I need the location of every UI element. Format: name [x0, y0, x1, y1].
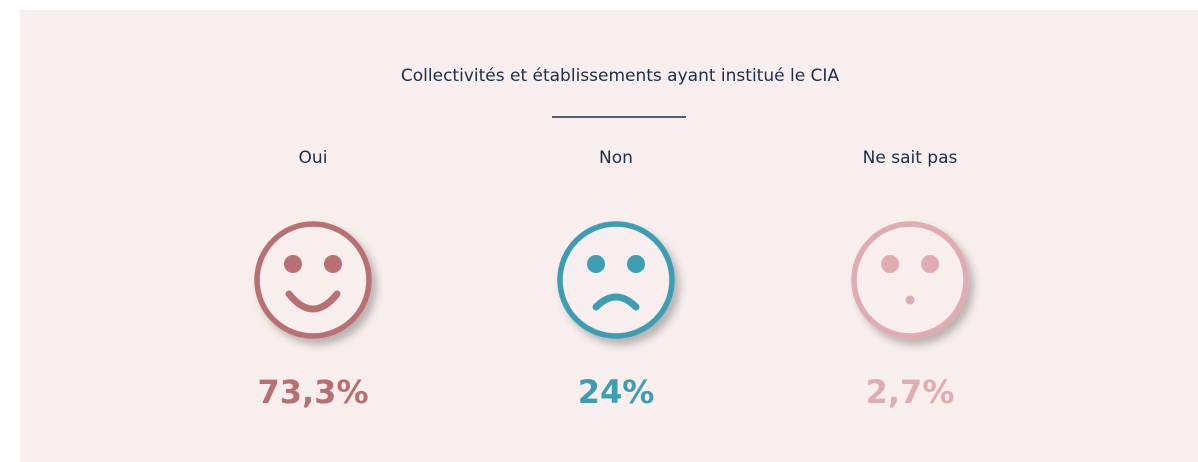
face-icon: [557, 221, 675, 339]
face-icon: [851, 221, 969, 339]
eye: [881, 255, 899, 273]
face-outline: [557, 221, 675, 339]
value-label: 73,3%: [257, 373, 368, 411]
category-label: Ne sait pas: [863, 148, 958, 168]
eye: [284, 255, 302, 273]
mouth: [592, 293, 640, 311]
value-label: 24%: [578, 373, 655, 411]
eye: [587, 255, 605, 273]
category-label: Oui: [299, 148, 328, 168]
face-outline: [851, 221, 969, 339]
eye: [627, 255, 645, 273]
value-label: 2,7%: [866, 373, 955, 411]
mouth: [905, 295, 915, 305]
category-label: Non: [599, 148, 633, 168]
face-outline: [254, 221, 372, 339]
eye: [324, 255, 342, 273]
chart-title: Collectivités et établissements ayant in…: [401, 66, 840, 86]
mouth: [285, 290, 341, 313]
face-icon: [254, 221, 372, 339]
eye: [921, 255, 939, 273]
